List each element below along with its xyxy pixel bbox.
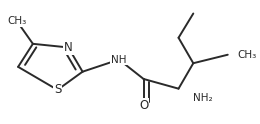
Text: CH₃: CH₃ xyxy=(238,50,257,60)
Text: N: N xyxy=(64,41,73,54)
Text: CH₃: CH₃ xyxy=(7,16,26,26)
Text: NH: NH xyxy=(111,55,127,65)
Text: O: O xyxy=(139,99,148,112)
Text: NH₂: NH₂ xyxy=(193,93,213,103)
Text: S: S xyxy=(54,83,61,96)
